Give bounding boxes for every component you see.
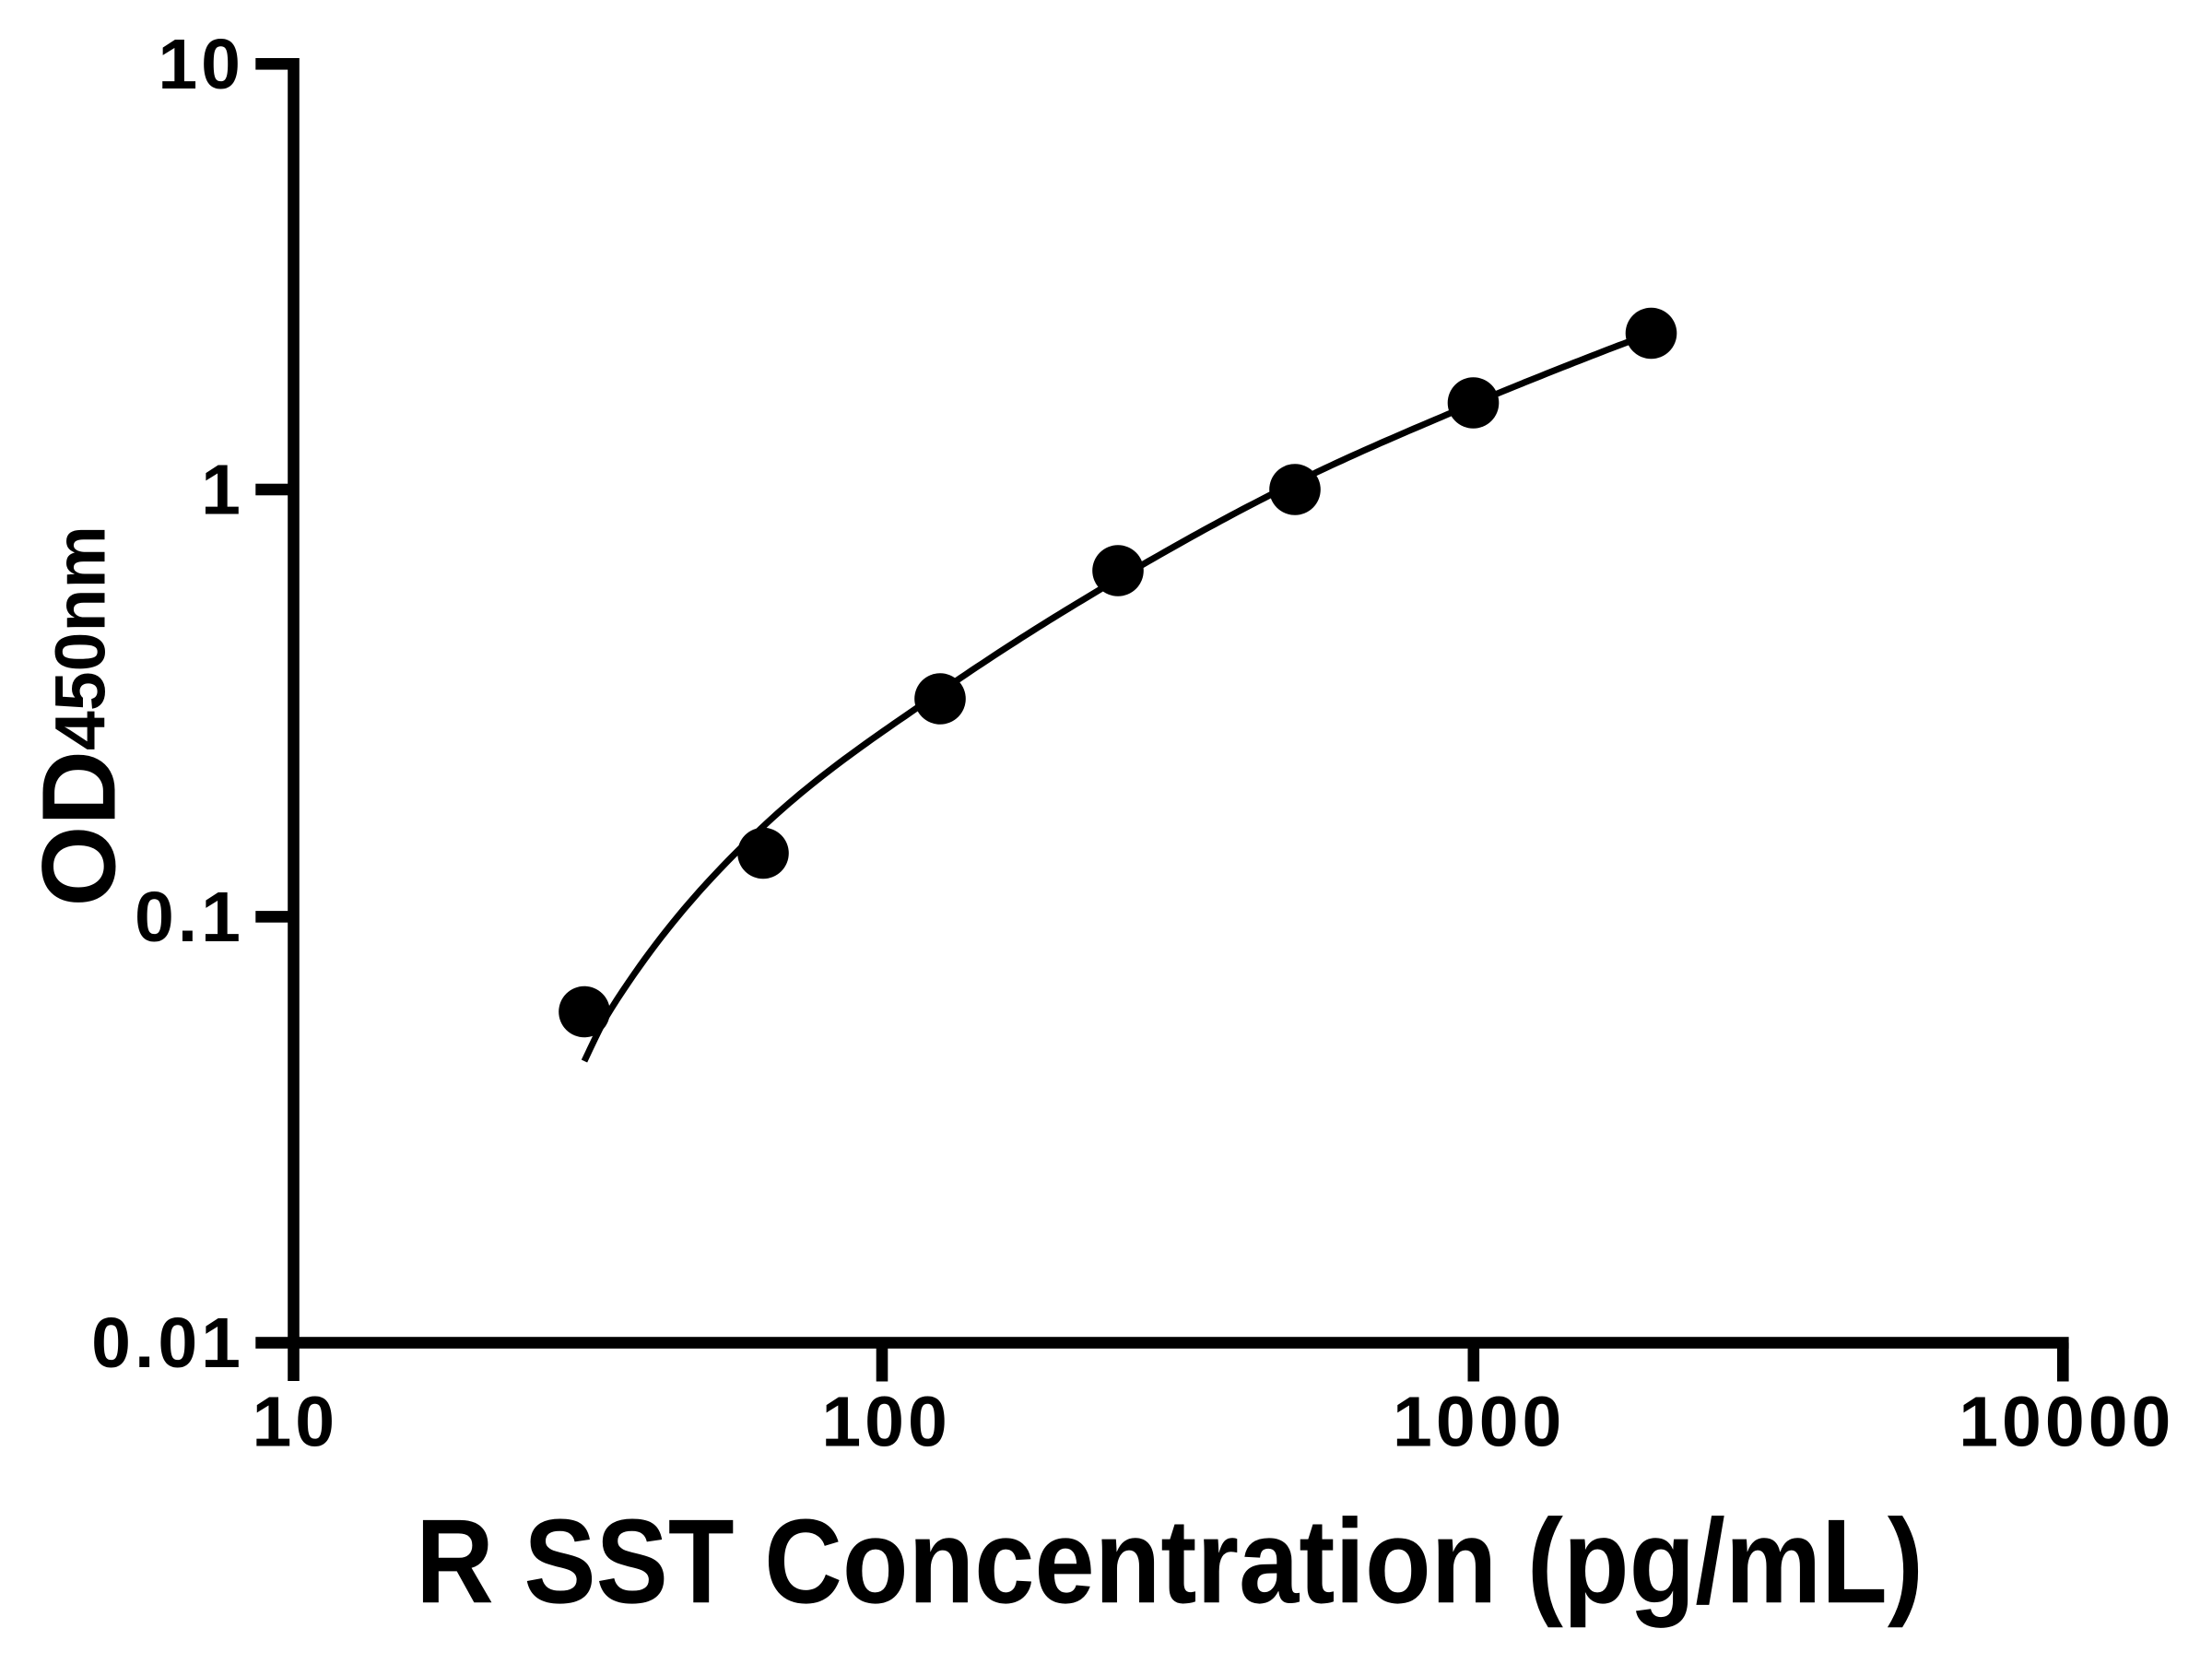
svg-text:1000: 1000 [1393, 1383, 1565, 1462]
svg-text:0.1: 0.1 [135, 878, 244, 957]
svg-text:10000: 10000 [1959, 1383, 2174, 1462]
svg-text:10: 10 [252, 1383, 338, 1462]
svg-text:0.01: 0.01 [91, 1304, 244, 1383]
svg-text:10: 10 [158, 25, 244, 104]
svg-text:1: 1 [201, 451, 244, 530]
svg-text:100: 100 [821, 1383, 950, 1462]
svg-text:R SST Concentration (pg/mL): R SST Concentration (pg/mL) [416, 1495, 1924, 1629]
